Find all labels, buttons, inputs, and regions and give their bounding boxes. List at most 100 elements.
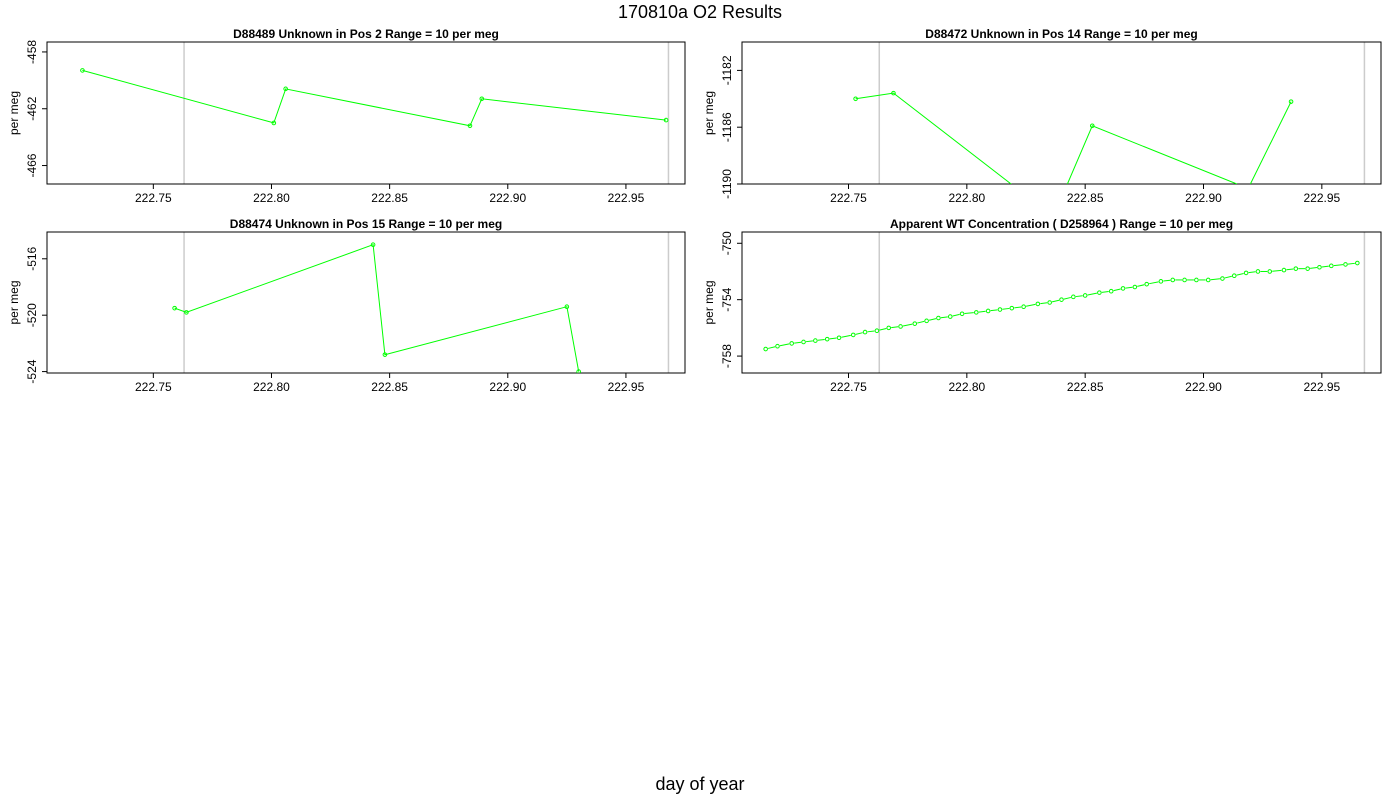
- data-point: [576, 369, 581, 373]
- data-point: [172, 305, 177, 311]
- data-point: [283, 86, 288, 92]
- series-connector: [1137, 284, 1145, 287]
- y-tick-label: -1190: [720, 169, 734, 199]
- series-connector: [1333, 264, 1344, 267]
- series-connector: [1101, 291, 1109, 293]
- x-tick-label: 222.85: [1067, 191, 1104, 205]
- series-connector: [1087, 292, 1098, 296]
- data-point: [1132, 284, 1138, 290]
- data-point: [824, 336, 830, 342]
- series-connector: [1125, 286, 1133, 289]
- y-axis-label: per meg: [702, 91, 716, 135]
- series-group: [80, 68, 669, 129]
- x-axis-label: day of year: [655, 774, 745, 794]
- data-point: [1170, 277, 1176, 283]
- series-connector: [1014, 306, 1022, 309]
- series-connector: [1347, 262, 1355, 265]
- data-point: [947, 314, 953, 319]
- data-point: [1355, 260, 1360, 266]
- series-connector: [1113, 288, 1121, 292]
- data-point: [1281, 267, 1287, 273]
- data-point: [1343, 262, 1348, 267]
- x-tick-label: 222.90: [1185, 380, 1222, 394]
- series-connector: [1051, 299, 1060, 303]
- data-point: [1082, 293, 1088, 298]
- series-connector: [952, 313, 960, 317]
- series-connector: [867, 330, 875, 333]
- series-connector: [902, 323, 913, 327]
- data-point: [80, 68, 85, 73]
- data-point: [271, 120, 277, 126]
- series-group: [172, 242, 581, 373]
- series-line: [855, 92, 1012, 184]
- data-point: [1071, 294, 1076, 300]
- data-point: [1158, 279, 1164, 284]
- series-connector: [1149, 281, 1159, 285]
- series-connector: [1224, 275, 1232, 279]
- series-line: [82, 69, 667, 127]
- data-point: [891, 90, 896, 96]
- data-point: [1089, 123, 1095, 129]
- plot-frame: [741, 231, 1382, 374]
- series-connector: [767, 346, 776, 349]
- series-connector: [855, 332, 863, 335]
- series-connector: [891, 326, 899, 329]
- data-point: [763, 346, 768, 352]
- y-axis-label: per meg: [7, 91, 21, 135]
- series-connector: [1075, 295, 1083, 298]
- series-connector: [817, 338, 825, 341]
- data-point: [1293, 266, 1299, 271]
- x-tick-label: 222.75: [830, 191, 867, 205]
- data-point: [1097, 290, 1102, 295]
- x-tick-label: 222.80: [253, 380, 290, 394]
- page-title: 170810a O2 Results: [617, 2, 783, 22]
- data-point: [924, 318, 929, 324]
- panel-top-left: D88489 Unknown in Pos 2 Range = 10 per m…: [7, 27, 686, 205]
- series-connector: [1310, 267, 1318, 269]
- data-point: [1220, 276, 1225, 281]
- series-group: [763, 260, 1360, 352]
- series-connector: [1286, 268, 1294, 271]
- data-point: [853, 96, 858, 102]
- data-point: [1243, 270, 1249, 276]
- data-point: [370, 242, 376, 247]
- data-point: [850, 332, 856, 338]
- data-point: [1047, 300, 1052, 305]
- series-connector: [879, 327, 887, 331]
- x-tick-label: 222.95: [1303, 380, 1340, 394]
- data-point: [564, 304, 570, 310]
- y-tick-label: -754: [720, 287, 734, 311]
- data-point: [1194, 277, 1199, 283]
- series-connector: [1236, 272, 1244, 276]
- panel-bottom-left: D88474 Unknown in Pos 15 Range = 10 per …: [7, 217, 686, 394]
- y-tick-label: -520: [25, 303, 39, 327]
- chart-title: Apparent WT Concentration ( D258964 ) Ra…: [890, 217, 1233, 231]
- series-connector: [928, 318, 937, 321]
- data-point: [874, 328, 880, 334]
- y-tick-label: -1186: [720, 112, 734, 142]
- data-point: [912, 321, 918, 326]
- x-tick-label: 222.75: [135, 380, 172, 394]
- data-point: [1059, 297, 1064, 302]
- data-point: [959, 311, 965, 317]
- data-point: [1317, 264, 1322, 270]
- x-tick-label: 222.85: [1067, 380, 1104, 394]
- x-tick-label: 222.80: [253, 191, 290, 205]
- series-connector: [917, 320, 925, 324]
- series-connector: [978, 310, 986, 313]
- y-axis-label: per meg: [7, 280, 21, 324]
- chart-title: D88489 Unknown in Pos 2 Range = 10 per m…: [233, 27, 499, 41]
- x-tick-label: 222.75: [830, 380, 867, 394]
- data-point: [1329, 263, 1334, 269]
- plot-frame: [46, 41, 686, 185]
- x-tick-label: 222.85: [371, 191, 408, 205]
- data-point: [789, 341, 795, 346]
- y-tick-label: -466: [25, 153, 39, 177]
- series-connector: [1272, 269, 1282, 272]
- data-point: [985, 308, 991, 314]
- series-connector: [1063, 296, 1072, 300]
- data-point: [1021, 304, 1026, 310]
- y-tick-label: -750: [720, 231, 734, 255]
- data-point: [1288, 99, 1294, 104]
